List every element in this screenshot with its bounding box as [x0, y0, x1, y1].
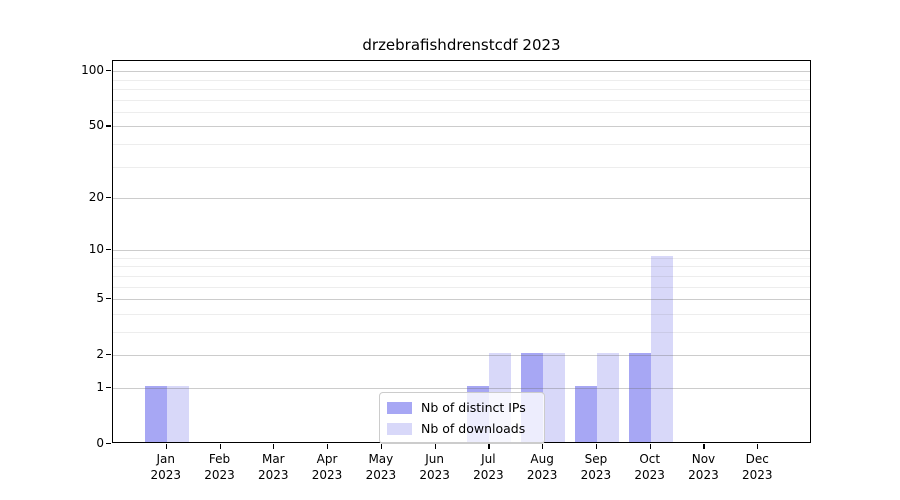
x-tick-mark [273, 444, 275, 449]
grid-line-major [113, 198, 810, 200]
y-tick-label: 100 [81, 63, 104, 78]
bar-downloads [650, 255, 673, 442]
y-tick-mark [106, 298, 111, 300]
legend-item-distinct-ips: Nb of distinct IPs [387, 400, 526, 415]
grid-line-major [113, 355, 810, 357]
legend-label-downloads: Nb of downloads [421, 421, 526, 436]
y-tick-mark [106, 354, 111, 356]
x-tick-mark [165, 444, 167, 449]
y-tick-mark [106, 443, 111, 445]
grid-line-minor [113, 313, 810, 315]
plot-area: Nb of distinct IPs Nb of downloads [112, 60, 811, 444]
legend-swatch-distinct-ips [387, 401, 412, 414]
x-tick-mark [542, 444, 544, 449]
x-tick-label: Dec 2023 [741, 452, 773, 482]
x-tick-label: Mar 2023 [258, 452, 289, 482]
bar-downloads [543, 353, 566, 442]
x-tick-mark [595, 444, 598, 449]
legend-item-downloads: Nb of downloads [387, 421, 526, 436]
x-tick-label: Jul 2023 [473, 452, 504, 482]
x-tick-mark [757, 444, 759, 449]
bar-distinct-ips [628, 353, 651, 442]
legend-swatch-downloads [387, 422, 412, 435]
x-tick-label: May 2023 [365, 452, 397, 482]
x-tick-mark [703, 444, 705, 449]
grid-line-major [113, 126, 810, 128]
grid-line-minor [113, 111, 810, 113]
grid-line-minor [113, 79, 810, 81]
bar-downloads [166, 386, 189, 442]
grid-line-minor [113, 257, 810, 259]
grid-line-major [113, 71, 810, 73]
x-tick-label: Feb 2023 [204, 452, 235, 482]
grid-line-major [113, 299, 810, 301]
grid-line-minor [113, 88, 810, 90]
y-tick-label: 1 [96, 379, 104, 394]
grid-line-minor [113, 331, 810, 333]
x-tick-label: Oct 2023 [634, 452, 665, 482]
grid-line-major [113, 250, 810, 252]
x-tick-label: Jan 2023 [150, 452, 182, 482]
x-tick-mark [219, 444, 221, 449]
y-tick-label: 2 [96, 347, 104, 362]
y-tick-label: 50 [88, 118, 104, 133]
y-tick-label: 0 [96, 436, 104, 450]
bar-distinct-ips [144, 386, 167, 442]
grid-line-minor [113, 143, 810, 145]
y-tick-mark [106, 386, 111, 389]
y-tick-label: 5 [96, 291, 104, 306]
x-tick-label: Nov 2023 [688, 452, 719, 482]
grid-line-minor [113, 99, 810, 101]
x-tick-mark [434, 444, 436, 449]
y-tick-label: 20 [88, 190, 104, 205]
grid-line-minor [113, 266, 810, 268]
grid-line-minor [113, 275, 810, 277]
chart-title: drzebrafishdrenstcdf 2023 [362, 36, 561, 54]
x-tick-mark [488, 444, 490, 449]
x-tick-mark [327, 444, 329, 449]
x-tick-label: Apr 2023 [311, 452, 343, 482]
grid-line-minor [113, 166, 810, 168]
y-tick-mark [106, 249, 111, 251]
grid-line-major [113, 387, 810, 389]
y-tick-label: 10 [88, 242, 104, 257]
y-tick-mark [106, 125, 111, 127]
grid-line-minor [113, 286, 810, 288]
grid-layer [113, 61, 810, 442]
y-tick-mark [106, 197, 111, 199]
x-tick-label: Sep 2023 [580, 452, 612, 482]
x-tick-mark [649, 444, 651, 449]
bar-distinct-ips [574, 386, 597, 442]
legend: Nb of distinct IPs Nb of downloads [379, 392, 545, 444]
y-tick-mark [106, 70, 111, 72]
legend-label-distinct-ips: Nb of distinct IPs [421, 400, 526, 415]
x-tick-label: Aug 2023 [526, 452, 558, 482]
x-tick-label: Jun 2023 [419, 452, 450, 482]
x-tick-mark [380, 444, 383, 449]
bar-downloads [596, 353, 619, 442]
